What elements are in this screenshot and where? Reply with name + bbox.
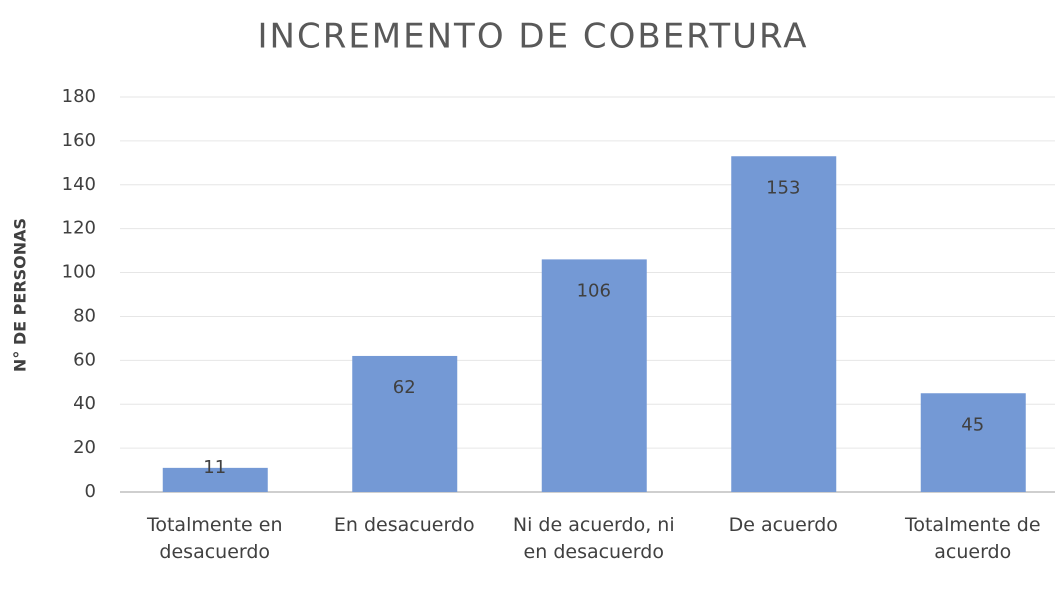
y-tick-label: 160 bbox=[62, 130, 96, 151]
y-tick-label: 120 bbox=[62, 218, 96, 239]
bar bbox=[541, 259, 647, 492]
chart-title: INCREMENTO DE COBERTURA bbox=[258, 17, 809, 57]
bar bbox=[731, 156, 837, 492]
y-tick-label: 60 bbox=[73, 349, 96, 370]
y-tick-label: 140 bbox=[62, 174, 96, 195]
bar bbox=[352, 355, 458, 492]
data-label: 153 bbox=[766, 177, 800, 198]
y-axis-label: N° DE PERSONAS bbox=[11, 218, 30, 372]
data-label: 11 bbox=[203, 457, 226, 478]
y-tick-label: 100 bbox=[62, 262, 96, 283]
x-tick-label: Totalmente en desacuerdo bbox=[146, 514, 283, 563]
data-label: 45 bbox=[961, 414, 984, 435]
y-tick-label: 40 bbox=[73, 393, 96, 414]
y-tick-label: 180 bbox=[62, 86, 96, 107]
x-tick-label: De acuerdo bbox=[728, 514, 838, 536]
y-tick-label: 20 bbox=[73, 437, 96, 458]
bar bbox=[162, 467, 268, 492]
data-label: 106 bbox=[577, 280, 611, 301]
y-tick-label: 80 bbox=[73, 305, 96, 326]
data-label: 62 bbox=[393, 377, 416, 398]
x-tick-label: En desacuerdo bbox=[333, 514, 475, 536]
y-tick-label: 0 bbox=[85, 481, 96, 502]
x-tick-label: Totalmente de acuerdo bbox=[904, 514, 1041, 563]
x-tick-label: Ni de acuerdo, ni en desacuerdo bbox=[512, 514, 675, 563]
bar bbox=[920, 393, 1026, 492]
